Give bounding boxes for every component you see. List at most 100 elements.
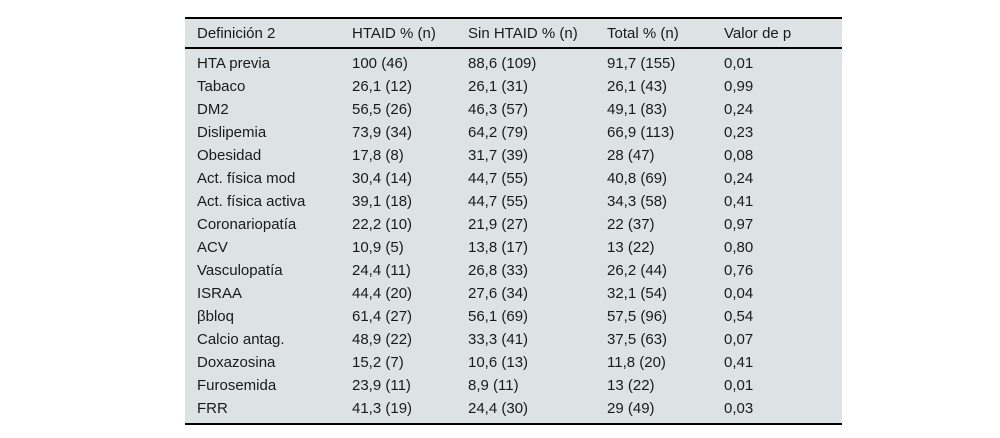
table-row: HTA previa 100 (46) 88,6 (109) 91,7 (155) 0,… [185, 48, 842, 75]
table-row: Act. física activa 39,1 (18) 44,7 (55) 34,3… [185, 190, 842, 213]
table-row: Act. física mod 30,4 (14) 44,7 (55) 40,8 (6… [185, 167, 842, 190]
row-label: Doxazosina [197, 354, 276, 371]
table-row: Tabaco 26,1 (12) 26,1 (31) 26,1 (43) 0,99 [185, 75, 842, 98]
column-header: Sin HTAID % (n) [468, 18, 607, 49]
table-cell: 66,9 (113) [607, 124, 675, 141]
header-row: Definición 2 HTAID % (n) Sin HTAID % (n) To… [185, 18, 842, 49]
table-cell: 0,76 [724, 262, 754, 279]
table-row: Coronariopatía 22,2 (10) 21,9 (27) 22 (37) 0… [185, 213, 842, 236]
table-cell: 26,2 (44) [607, 262, 668, 279]
table-cell: 44,7 (55) [468, 170, 529, 187]
table-row: Furosemida 23,9 (11) 8,9 (11) 13 (22) 0,01 [185, 374, 842, 397]
table-row: DM2 56,5 (26) 46,3 (57) 49,1 (83) 0,24 [185, 98, 842, 121]
table-cell: 28 (47) [607, 147, 655, 164]
table-cell: 40,8 (69) [607, 170, 668, 187]
table-cell: 48,9 (22) [352, 331, 413, 348]
table-cell: 100 (46) [352, 55, 408, 72]
table-cell: 64,2 (79) [468, 124, 529, 141]
table-cell: 0,99 [724, 78, 754, 95]
table-row: Doxazosina 15,2 (7) 10,6 (13) 11,8 (20) 0,41 [185, 351, 842, 374]
table-cell: 22,2 (10) [352, 216, 413, 233]
table-cell: 41,3 (19) [352, 400, 413, 417]
table-cell: 34,3 (58) [607, 193, 668, 210]
table-cell: 26,1 (31) [468, 78, 529, 95]
row-label: ISRAA [197, 285, 243, 302]
table-cell: 49,1 (83) [607, 101, 668, 118]
table-cell: 30,4 (14) [352, 170, 413, 187]
table-row: ISRAA 44,4 (20) 27,6 (34) 32,1 (54) 0,04 [185, 282, 842, 305]
table-cell: 29 (49) [607, 400, 655, 417]
statistics-table-container: Definición 2 HTAID % (n) Sin HTAID % (n) To… [185, 17, 842, 425]
table-cell: 0,97 [724, 216, 754, 233]
row-label: DM2 [197, 101, 229, 118]
table-cell: 22 (37) [607, 216, 655, 233]
table-cell: 31,7 (39) [468, 147, 529, 164]
table-cell: 0,04 [724, 285, 754, 302]
table-cell: 0,80 [724, 239, 754, 256]
table-cell: 0,01 [724, 55, 754, 72]
table-cell: 32,1 (54) [607, 285, 668, 302]
row-label: Calcio antag. [197, 331, 285, 348]
table-cell: 37,5 (63) [607, 331, 668, 348]
table-cell: 39,1 (18) [352, 193, 413, 210]
table-cell: 13,8 (17) [468, 239, 529, 256]
table-cell: 0,07 [724, 331, 754, 348]
table-body: HTA previa 100 (46) 88,6 (109) 91,7 (155) 0,… [185, 48, 842, 424]
table-row: Obesidad 17,8 (8) 31,7 (39) 28 (47) 0,08 [185, 144, 842, 167]
row-label: Obesidad [197, 147, 262, 164]
column-header: HTAID % (n) [352, 18, 468, 49]
table-cell: 23,9 (11) [352, 377, 411, 394]
table-cell: 24,4 (30) [468, 400, 529, 417]
table-cell: 33,3 (41) [468, 331, 529, 348]
row-label: HTA previa [197, 55, 271, 72]
row-label: Furosemida [197, 377, 277, 394]
table-cell: 17,8 (8) [352, 147, 404, 164]
row-label: Act. física mod [197, 170, 296, 187]
table-cell: 0,23 [724, 124, 754, 141]
table-cell: 0,41 [724, 354, 754, 371]
row-label: βbloq [197, 308, 234, 325]
table-row: ACV 10,9 (5) 13,8 (17) 13 (22) 0,80 [185, 236, 842, 259]
table-cell: 57,5 (96) [607, 308, 668, 325]
table-cell: 0,54 [724, 308, 754, 325]
table-cell: 13 (22) [607, 377, 655, 394]
table-cell: 0,01 [724, 377, 754, 394]
table-cell: 91,7 (155) [607, 55, 676, 72]
row-label: Tabaco [197, 78, 246, 95]
row-label: Dislipemia [197, 124, 267, 141]
table-cell: 0,03 [724, 400, 754, 417]
table-cell: 88,6 (109) [468, 55, 537, 72]
table-cell: 0,24 [724, 101, 754, 118]
table-row: Vasculopatía 24,4 (11) 26,8 (33) 26,2 (44) 0… [185, 259, 842, 282]
table-header: Definición 2 HTAID % (n) Sin HTAID % (n) To… [185, 18, 842, 49]
table-cell: 61,4 (27) [352, 308, 413, 325]
table-cell: 24,4 (11) [352, 262, 411, 279]
table-row: FRR 41,3 (19) 24,4 (30) 29 (49) 0,03 [185, 397, 842, 424]
table-cell: 8,9 (11) [468, 377, 519, 394]
row-label: Vasculopatía [197, 262, 283, 279]
table-cell: 0,08 [724, 147, 754, 164]
table-row: Calcio antag. 48,9 (22) 33,3 (41) 37,5 (63)… [185, 328, 842, 351]
table-cell: 13 (22) [607, 239, 655, 256]
table-cell: 56,1 (69) [468, 308, 529, 325]
table-cell: 21,9 (27) [468, 216, 529, 233]
table-cell: 44,7 (55) [468, 193, 529, 210]
table-cell: 26,8 (33) [468, 262, 529, 279]
table-cell: 15,2 (7) [352, 354, 404, 371]
table-cell: 0,41 [724, 193, 754, 210]
statistics-table: Definición 2 HTAID % (n) Sin HTAID % (n) To… [185, 17, 842, 425]
column-header: Definición 2 [185, 18, 352, 49]
row-label: Act. física activa [197, 193, 306, 210]
table-row: Dislipemia 73,9 (34) 64,2 (79) 66,9 (113) 0,… [185, 121, 842, 144]
row-label: FRR [197, 400, 228, 417]
table-cell: 44,4 (20) [352, 285, 413, 302]
table-cell: 11,8 (20) [607, 354, 666, 371]
table-row: βbloq 61,4 (27) 56,1 (69) 57,5 (96) 0,54 [185, 305, 842, 328]
table-cell: 56,5 (26) [352, 101, 413, 118]
column-header: Valor de p [724, 18, 842, 49]
table-cell: 26,1 (43) [607, 78, 668, 95]
table-cell: 46,3 (57) [468, 101, 529, 118]
table-cell: 10,9 (5) [352, 239, 404, 256]
row-label: Coronariopatía [197, 216, 297, 233]
